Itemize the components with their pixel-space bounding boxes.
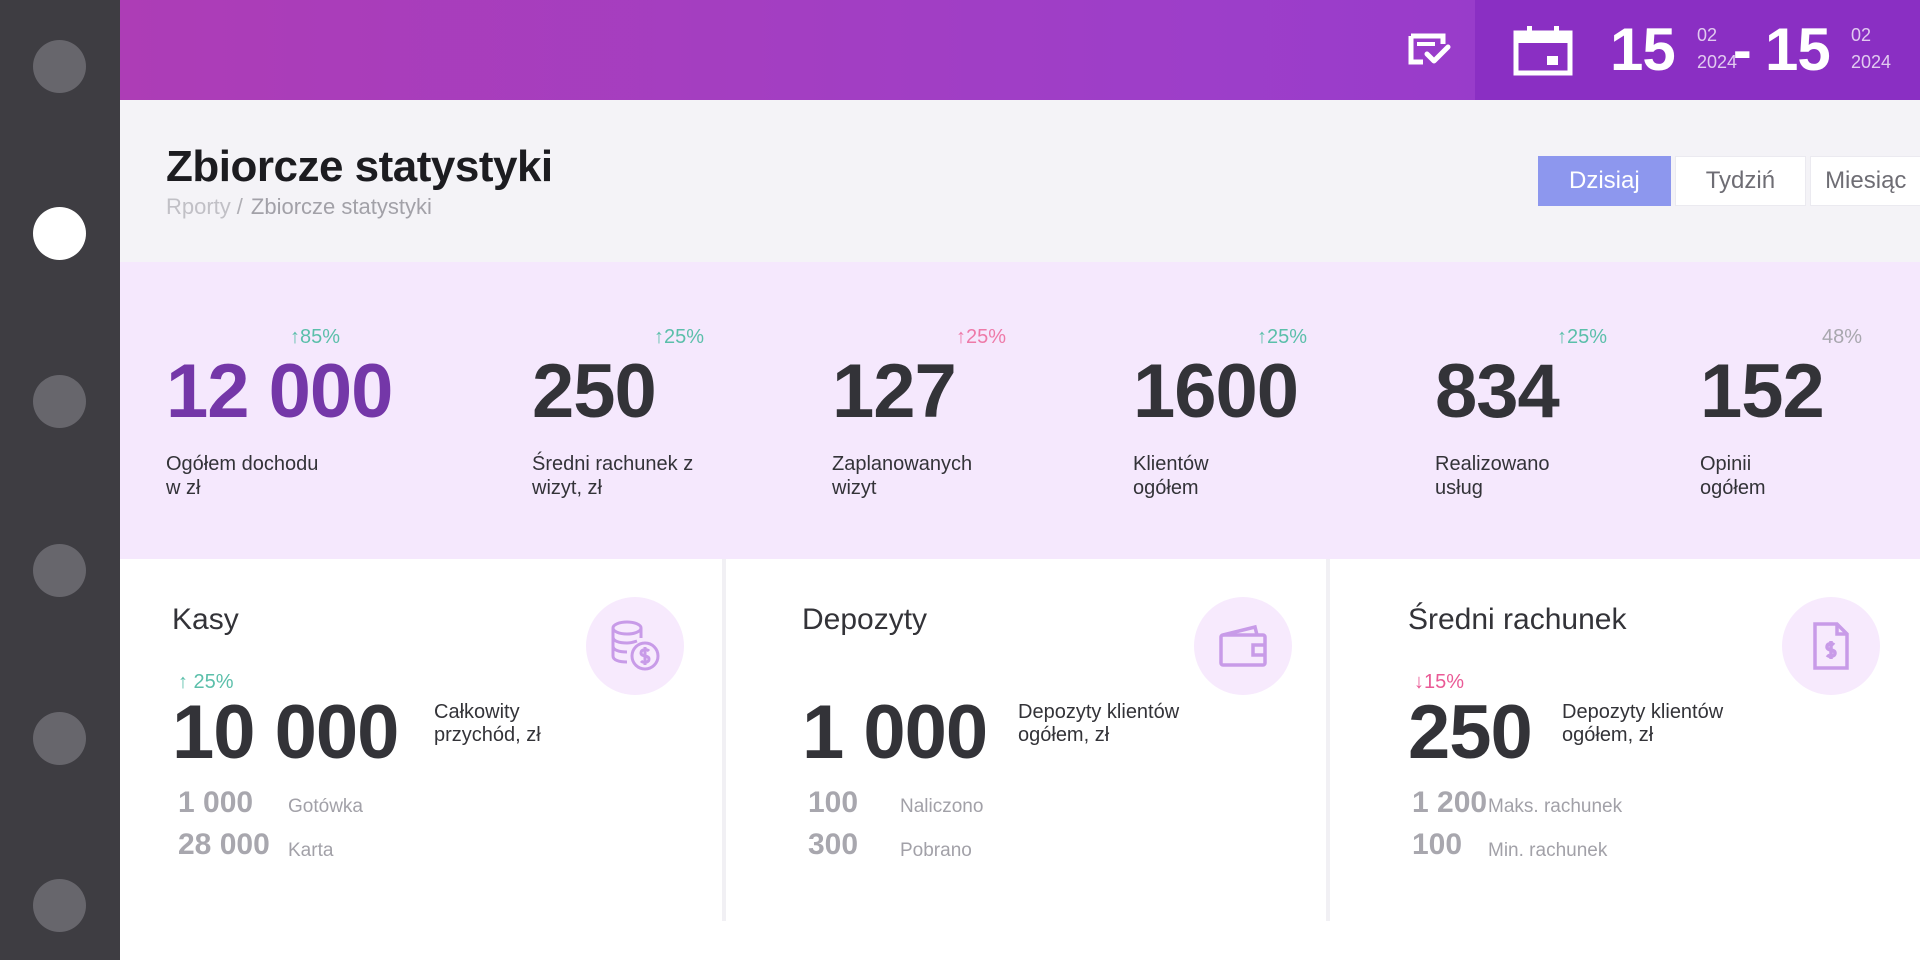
sidebar [0, 0, 120, 960]
max-bill-label: Maks. rachunek [1488, 796, 1623, 817]
card-description: Depozyty klientów ogółem, zł [1562, 701, 1724, 746]
calendar-icon [1513, 26, 1573, 76]
date-range-picker[interactable]: 15 02 2024 - 15 02 2024 [1475, 0, 1920, 100]
wallet-icon [1194, 597, 1292, 695]
date-separator: - [1733, 18, 1752, 81]
tab-today[interactable]: Dzisiaj [1538, 156, 1671, 206]
card-title: Średni rachunek [1408, 603, 1627, 636]
range-tabs: Dzisiaj Tydziń Miesiąc [1538, 156, 1920, 206]
card-payment-label: Karta [288, 840, 334, 861]
card-average-bill: Średni rachunek ↓15% 250 Depozyty klient… [1330, 559, 1920, 921]
sidebar-item-4[interactable] [33, 544, 86, 597]
card-value: 250 [1408, 690, 1533, 775]
card-description: Depozyty klientów ogółem, zł [1018, 701, 1180, 746]
card-amount: 28 000 [178, 828, 270, 861]
cash-amount: 1 000 [178, 786, 254, 819]
invoice-dollar-icon [1782, 597, 1880, 695]
title-bar: Zbiorcze statystyki Rporty / Zbiorcze stat… [120, 100, 1920, 262]
card-change: ↓15% [1414, 671, 1465, 693]
card-description: Całkowity przychód, zł [434, 701, 541, 746]
breadcrumb-separator: / [236, 194, 243, 219]
card-deposits: Depozyty 1 000 Depozyty klientów ogółem, … [726, 559, 1326, 921]
stat-label: Ogółem dochodu w zł [166, 453, 319, 499]
card-divider [1326, 559, 1330, 921]
stat-value: 834 [1435, 349, 1560, 434]
top-header: 15 02 2024 - 15 02 2024 [120, 0, 1920, 100]
card-title: Depozyty [802, 603, 928, 636]
stat-change: ↑25% [1557, 326, 1608, 348]
stat-change: 48% [1822, 326, 1863, 348]
task-check-icon[interactable] [1407, 30, 1453, 70]
date-from-month: 02 [1697, 25, 1718, 45]
stat-change: ↑25% [1257, 326, 1308, 348]
sidebar-item-5[interactable] [33, 712, 86, 765]
card-divider [722, 559, 726, 921]
breadcrumb-item-current: Zbiorcze statystyki [250, 194, 432, 219]
stat-value: 250 [532, 349, 657, 434]
stat-change: ↑25% [654, 326, 705, 348]
coins-dollar-icon [586, 597, 684, 695]
tab-week[interactable]: Tydziń [1674, 156, 1807, 206]
stat-value: 1600 [1133, 349, 1299, 434]
sidebar-item-1[interactable] [33, 40, 86, 93]
stat-value: 152 [1700, 349, 1825, 434]
min-bill-amount: 100 [1412, 828, 1463, 861]
card-value: 10 000 [172, 690, 399, 775]
stat-value: 127 [832, 349, 957, 434]
stat-label: Klientów ogółem [1133, 453, 1209, 499]
date-from-year: 2024 [1697, 52, 1738, 72]
stat-label: Realizowano usług [1435, 453, 1550, 499]
date-to-year: 2024 [1851, 52, 1892, 72]
card-change: ↑ 25% [178, 671, 234, 693]
card-title: Kasy [172, 603, 239, 636]
min-bill-label: Min. rachunek [1488, 840, 1608, 861]
tab-month[interactable]: Miesiąc [1810, 156, 1920, 206]
charged-amount: 100 [808, 786, 859, 819]
cash-label: Gotówka [288, 796, 363, 817]
breadcrumb: Rporty / Zbiorcze statystyki [166, 194, 432, 220]
summary-stats: ↑85% 12 000 Ogółem dochodu w zł ↑25% 250 … [120, 262, 1920, 559]
date-to-day: 15 [1765, 16, 1831, 83]
card-cash: Kasy ↑ 25% 10 000 Całkowity przychód, zł … [120, 559, 723, 921]
collected-amount: 300 [808, 828, 859, 861]
date-from-day: 15 [1610, 16, 1676, 83]
detail-cards: Kasy ↑ 25% 10 000 Całkowity przychód, zł … [120, 559, 1920, 960]
sidebar-item-2-active[interactable] [33, 207, 86, 260]
stat-value: 12 000 [166, 349, 393, 434]
page-title: Zbiorcze statystyki [166, 142, 553, 191]
breadcrumb-item-reports[interactable]: Rporty [166, 194, 231, 219]
stat-label: Opinii ogółem [1700, 453, 1766, 499]
date-to-month: 02 [1851, 25, 1872, 45]
card-value: 1 000 [802, 690, 988, 775]
stat-label: Średni rachunek z wizyt, zł [532, 453, 694, 499]
charged-label: Naliczono [900, 796, 984, 817]
sidebar-item-3[interactable] [33, 375, 86, 428]
collected-label: Pobrano [900, 840, 972, 861]
stat-change: ↑85% [290, 326, 341, 348]
max-bill-amount: 1 200 [1412, 786, 1488, 819]
stat-change: ↑25% [956, 326, 1007, 348]
stat-label: Zaplanowanych wizyt [832, 453, 973, 499]
sidebar-item-6[interactable] [33, 879, 86, 932]
